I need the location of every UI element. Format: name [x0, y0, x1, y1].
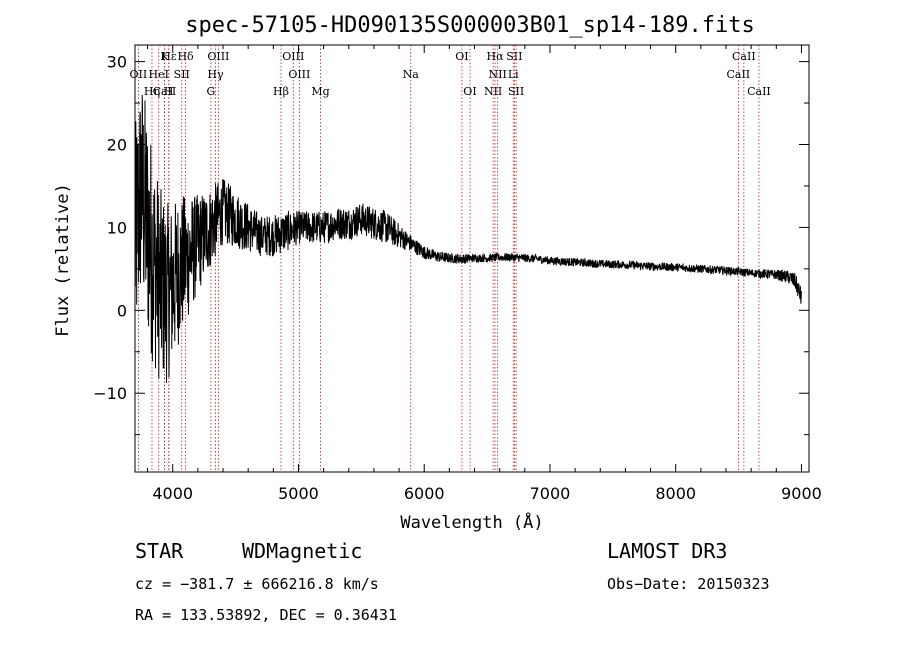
line-label: K	[160, 50, 169, 63]
line-label: NII	[484, 85, 502, 98]
line-label: H	[164, 85, 174, 98]
x-tick-label: 6000	[404, 484, 445, 503]
chart-title: spec-57105-HD090135S000003B01_sp14-189.f…	[185, 13, 755, 38]
y-tick-label: −10	[93, 384, 127, 403]
survey-name: LAMOST DR3	[607, 539, 727, 563]
line-label: Hα	[486, 50, 504, 63]
observation-date: Obs−Date: 20150323	[607, 575, 770, 593]
line-label: NII	[488, 68, 506, 81]
line-label: OII	[130, 68, 148, 81]
y-tick-label: 10	[107, 218, 127, 237]
ra-dec: RA = 133.53892, DEC = 0.36431	[135, 606, 397, 624]
line-label: Hγ	[207, 68, 224, 81]
y-tick-label: 0	[117, 301, 127, 320]
line-label: Na	[403, 68, 420, 81]
line-label: SII	[174, 68, 190, 81]
line-label: OIII	[207, 50, 229, 63]
line-label: CaII	[732, 50, 756, 63]
line-label: CaII	[153, 85, 177, 98]
y-tick-label: 30	[107, 53, 127, 72]
x-tick-label: 4000	[152, 484, 193, 503]
x-tick-label: 8000	[655, 484, 696, 503]
line-label: Hδ	[177, 50, 194, 63]
x-axis-label: Wavelength (Å)	[400, 511, 543, 533]
line-label: HeI	[149, 68, 169, 81]
line-label: G	[207, 85, 216, 98]
object-subclass: WDMagnetic	[242, 539, 362, 563]
x-tick-label: 5000	[278, 484, 319, 503]
line-label: SII	[508, 85, 524, 98]
line-label: SII	[506, 50, 522, 63]
line-label: Li	[508, 68, 519, 81]
line-label: Mg	[311, 85, 329, 98]
object-class: STAR	[135, 539, 184, 563]
spectrum-series	[134, 94, 802, 384]
x-tick-label: 9000	[781, 484, 822, 503]
y-axis-label: Flux (relative)	[53, 183, 73, 337]
line-label: CaII	[747, 85, 771, 98]
line-label: OIII	[288, 68, 310, 81]
spectrum-line	[134, 94, 802, 384]
x-tick-label: 7000	[530, 484, 571, 503]
line-label: CaII	[726, 68, 750, 81]
y-axis-ticks: −10 0 10 20 30	[93, 53, 809, 436]
line-label: OI	[463, 85, 476, 98]
line-label: Hε	[161, 50, 177, 63]
line-label: Hβ	[273, 85, 289, 98]
line-label: OI	[455, 50, 468, 63]
line-label: Hη	[144, 85, 160, 98]
redshift-cz: cz = −381.7 ± 666216.8 km/s	[135, 575, 379, 593]
line-label: OIII	[282, 50, 304, 63]
y-tick-label: 20	[107, 135, 127, 154]
x-axis-ticks: 4000 5000 6000 7000 8000 9000	[147, 45, 822, 503]
